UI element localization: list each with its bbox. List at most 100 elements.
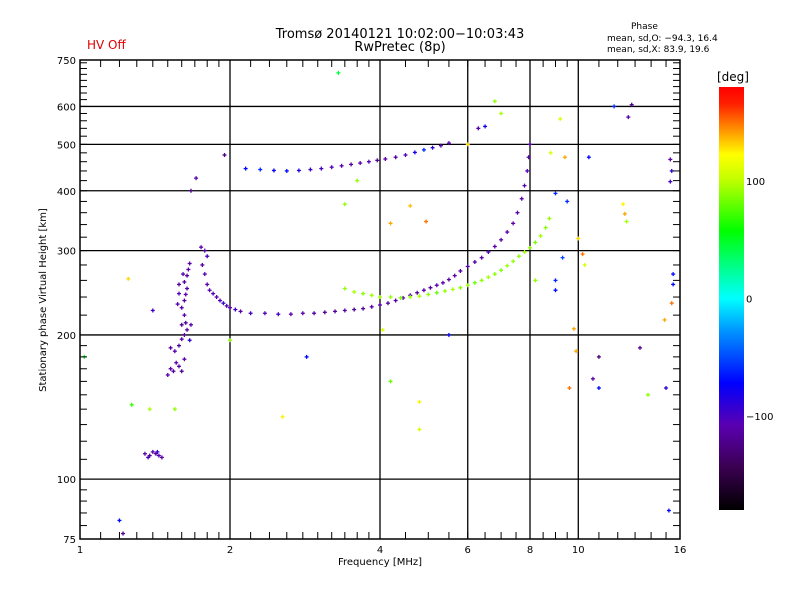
data-point: [182, 279, 187, 284]
data-point: [434, 283, 439, 288]
data-point: [378, 302, 382, 307]
data-point: [458, 285, 463, 290]
data-point: [319, 166, 324, 171]
data-point: [172, 349, 177, 354]
data-point: [440, 280, 445, 285]
y-tick-label: 75: [63, 535, 76, 546]
data-point: [322, 310, 327, 315]
data-point: [596, 385, 601, 390]
data-point: [355, 178, 360, 183]
data-point: [528, 245, 532, 250]
data-point: [567, 385, 572, 390]
data-point: [207, 288, 212, 293]
data-point: [415, 290, 420, 295]
data-point: [388, 221, 393, 226]
colorbar-tick-label: −100: [746, 412, 773, 423]
data-point: [155, 449, 160, 454]
data-point: [668, 157, 673, 162]
data-point: [543, 225, 548, 230]
data-point: [186, 267, 191, 272]
data-point: [388, 295, 393, 300]
data-point: [526, 155, 531, 160]
data-point: [200, 262, 205, 267]
data-point: [156, 453, 161, 458]
data-point: [181, 272, 186, 277]
data-point: [499, 111, 504, 116]
data-point: [375, 158, 380, 163]
data-point: [450, 287, 455, 292]
data-point: [538, 233, 543, 238]
data-point: [276, 312, 281, 317]
data-point: [465, 264, 470, 269]
data-point: [479, 278, 484, 283]
data-point: [421, 147, 426, 152]
data-point: [486, 250, 491, 255]
grid-lines: [80, 60, 680, 539]
data-point: [179, 369, 184, 374]
data-point: [361, 306, 366, 311]
data-point: [262, 311, 267, 316]
data-point: [560, 255, 565, 260]
data-point: [284, 168, 289, 173]
data-point: [182, 357, 187, 362]
data-point: [403, 153, 408, 158]
data-point: [218, 298, 223, 303]
data-point: [146, 455, 151, 460]
data-point: [380, 327, 385, 332]
data-point: [361, 291, 366, 296]
data-point: [511, 259, 516, 264]
x-tick-label: 8: [527, 545, 533, 556]
data-point: [446, 277, 451, 282]
data-point: [580, 252, 585, 257]
data-point: [483, 124, 488, 129]
data-point: [174, 360, 179, 365]
x-tick-label: 2: [227, 545, 233, 556]
data-points: [82, 70, 676, 536]
data-point: [476, 126, 481, 131]
data-point: [505, 230, 510, 235]
data-point: [271, 168, 276, 173]
data-point: [582, 262, 587, 267]
data-point: [671, 272, 676, 277]
chart-title-line2: RwPretec (8p): [354, 40, 446, 55]
data-point: [388, 379, 393, 384]
data-point: [492, 272, 497, 277]
data-point: [205, 254, 210, 259]
x-tick-label: 1: [77, 545, 83, 556]
data-point: [626, 115, 631, 120]
data-point: [142, 451, 147, 456]
y-tick-label: 500: [57, 140, 76, 151]
data-point: [342, 308, 347, 313]
data-point: [664, 385, 669, 390]
data-point: [430, 145, 435, 150]
data-point: [629, 102, 634, 107]
colorbar-tick-label: 0: [746, 295, 752, 306]
y-tick-label: 200: [57, 331, 76, 342]
data-point: [171, 369, 176, 374]
data-point: [522, 250, 527, 255]
x-axis-label: Frequency [MHz]: [337, 557, 423, 568]
data-point: [442, 289, 447, 294]
data-point: [243, 166, 248, 171]
data-point: [424, 219, 429, 224]
data-point: [224, 303, 229, 308]
data-point: [412, 150, 417, 155]
data-point: [121, 531, 126, 536]
data-point: [187, 261, 192, 266]
phase-stats-x: mean, sd,X: 83.9, 19.6: [607, 45, 710, 55]
data-point: [553, 278, 558, 283]
data-point: [175, 302, 180, 307]
data-point: [590, 376, 595, 381]
x-tick-label: 6: [465, 545, 471, 556]
data-point: [417, 427, 422, 432]
data-point: [472, 260, 477, 265]
data-point: [421, 288, 426, 293]
phase-stats-heading: Phase: [631, 22, 658, 32]
data-point: [516, 254, 521, 259]
data-point: [383, 156, 388, 161]
data-point: [446, 141, 451, 146]
data-point: [408, 203, 413, 208]
data-point: [176, 343, 181, 348]
data-point: [129, 402, 134, 407]
